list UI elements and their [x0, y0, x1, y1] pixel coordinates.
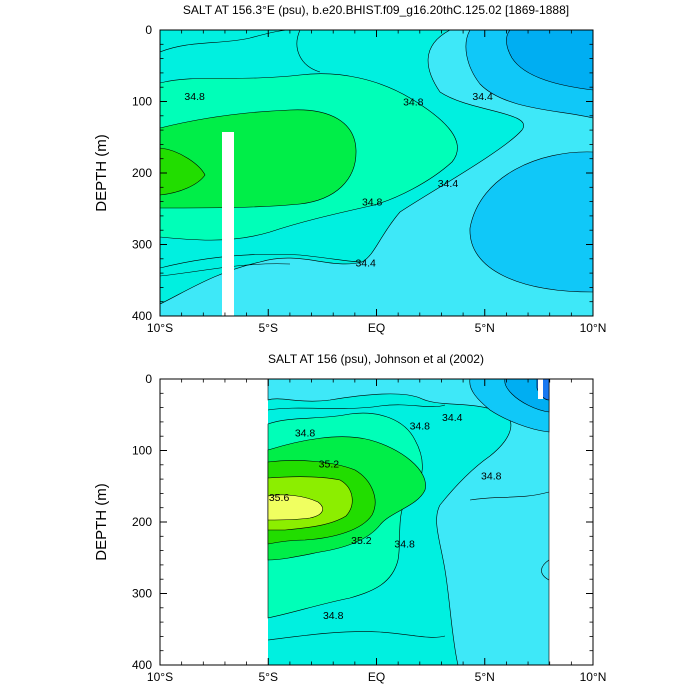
model-x-tick-label: 10°S: [147, 321, 173, 335]
observation-panel-title: SALT AT 156 (psu), Johnson et al (2002): [268, 352, 484, 366]
model-contour-line-4: [296, 30, 321, 73]
model-core-35-2: [160, 147, 206, 196]
obs-data-gap: [538, 379, 543, 399]
model-x-tick-label: 10°N: [580, 321, 607, 335]
observation-contour-label: 35.2: [319, 458, 340, 470]
observation-x-tick-label: EQ: [368, 670, 385, 684]
observation-contour-label: 34.8: [323, 610, 344, 622]
model-x-tick-label: 5°N: [475, 321, 495, 335]
observation-y-tick-label: 0: [145, 372, 152, 386]
model-axes: 10°S 5°S EQ 5°N 10°N 0 100 200 300 400: [132, 23, 606, 335]
model-data-gap: [222, 132, 234, 316]
model-contour-label: 34.8: [403, 97, 424, 109]
observation-y-tick-label: 200: [132, 515, 152, 529]
model-panel: SALT AT 156.3°E (psu), b.e20.BHIST.f09_g…: [93, 3, 606, 335]
observation-contour-label: 34.8: [410, 420, 431, 432]
observation-contour-label: 35.2: [351, 535, 372, 547]
model-contour-line-1: [160, 30, 291, 53]
observation-y-tick-label: 100: [132, 444, 152, 458]
model-y-tick-label: 100: [132, 95, 152, 109]
model-pool-deep: [469, 151, 593, 293]
model-y-tick-label: 0: [145, 23, 152, 37]
model-y-tick-label: 400: [132, 309, 152, 323]
observation-contour-label: 34.8: [295, 428, 316, 440]
model-y-tick-label: 300: [132, 238, 152, 252]
model-contour-line-3: [160, 253, 363, 269]
observation-contour-fill: [267, 379, 550, 665]
obs-contour-line-1: [267, 404, 446, 411]
obs-contour-line-4: [541, 559, 550, 581]
observation-contour-label: 34.4: [442, 412, 463, 424]
observation-panel: SALT AT 156 (psu), Johnson et al (2002): [93, 352, 606, 684]
observation-x-tick-label: 5°N: [475, 670, 495, 684]
model-x-tick-label: EQ: [368, 321, 385, 335]
observation-x-tick-label: 10°N: [580, 670, 607, 684]
model-contour-line-2: [160, 263, 291, 277]
model-panel-title: SALT AT 156.3°E (psu), b.e20.BHIST.f09_g…: [183, 3, 569, 17]
model-contour-label: 34.4: [472, 91, 493, 103]
observation-x-tick-label: 5°S: [259, 670, 278, 684]
model-contour-fill: [160, 30, 593, 316]
observation-contour-label: 34.8: [394, 538, 415, 550]
model-contour-labels: 34.8 34.8 34.4 34.8 34.4 34.4: [184, 91, 493, 270]
model-y-tick-label: 200: [132, 166, 152, 180]
observation-axes: 10°S 5°S EQ 5°N 10°N 0 100 200 300 400: [132, 372, 606, 684]
observation-contour-label: 35.6: [269, 492, 290, 504]
obs-band-34-4: [267, 379, 550, 665]
model-contour-label: 34.8: [362, 197, 383, 209]
model-y-axis-label: DEPTH (m): [93, 134, 110, 212]
model-contour-label: 34.4: [355, 257, 376, 269]
obs-contour-line-3: [469, 491, 550, 501]
model-contour-label: 34.4: [438, 178, 459, 190]
model-pool-ne-core: [506, 30, 593, 91]
model-band-35-0: [160, 109, 357, 209]
observation-y-axis-label: DEPTH (m): [93, 483, 110, 561]
observation-contour-labels: 34.8 34.8 34.4 35.2 35.6 34.8 35.2 34.8 34.8: [269, 412, 502, 622]
obs-core-35-6: [267, 494, 323, 521]
obs-contour-line-2: [267, 631, 446, 641]
observation-x-tick-label: 10°S: [147, 670, 173, 684]
model-x-tick-label: 5°S: [259, 321, 278, 335]
observation-contour-label: 34.8: [481, 471, 502, 483]
model-contour-label: 34.8: [184, 91, 205, 103]
observation-y-tick-label: 300: [132, 587, 152, 601]
observation-y-tick-label: 400: [132, 658, 152, 672]
